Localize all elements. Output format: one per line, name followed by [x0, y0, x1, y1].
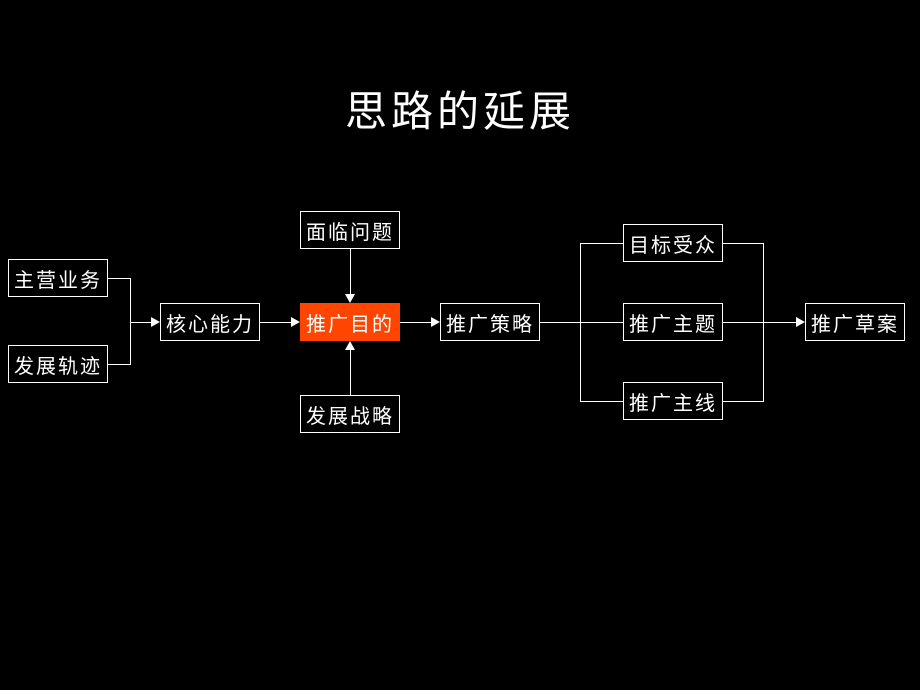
arrow-icon — [291, 317, 300, 327]
node-dev-strategy: 发展战略 — [300, 395, 400, 433]
node-promo-draft: 推广草案 — [805, 303, 905, 341]
arrow-icon — [151, 317, 160, 327]
connector-line — [723, 401, 763, 402]
node-promo-purpose: 推广目的 — [300, 303, 400, 341]
connector-line — [763, 322, 796, 323]
connector-line — [400, 322, 431, 323]
connector-line — [350, 249, 351, 294]
node-main-business: 主营业务 — [8, 259, 108, 297]
connector-line — [130, 322, 151, 323]
connector-line — [723, 243, 763, 244]
arrow-icon — [796, 317, 805, 327]
diagram-title: 思路的延展 — [0, 78, 920, 139]
connector-line — [108, 364, 130, 365]
node-promo-strategy: 推广策略 — [440, 303, 540, 341]
arrow-icon — [345, 294, 355, 303]
connector-line — [580, 243, 623, 244]
connector-line — [350, 350, 351, 395]
node-dev-track: 发展轨迹 — [8, 345, 108, 383]
connector-line — [540, 322, 580, 323]
connector-line — [260, 322, 291, 323]
connector-line — [580, 401, 623, 402]
connector-line — [108, 278, 130, 279]
connector-line — [580, 322, 623, 323]
connector-line — [723, 322, 763, 323]
arrow-icon — [431, 317, 440, 327]
node-facing-problem: 面临问题 — [300, 211, 400, 249]
node-promo-theme: 推广主题 — [623, 303, 723, 341]
node-core-capability: 核心能力 — [160, 303, 260, 341]
node-promo-mainline: 推广主线 — [623, 382, 723, 420]
node-target-audience: 目标受众 — [623, 224, 723, 262]
arrow-icon — [345, 341, 355, 350]
